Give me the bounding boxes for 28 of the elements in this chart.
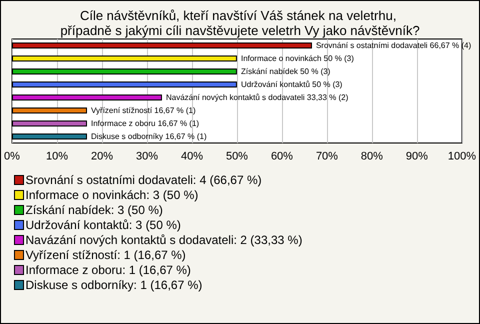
legend-label: Srovnání s ostatními dodavateli: 4 (66,67 %) xyxy=(26,173,262,187)
data-label: Informace z oboru 16,67 % (1) xyxy=(91,119,200,128)
legend-label: Diskuse s odborníky: 1 (16,67 %) xyxy=(26,278,202,292)
legend-label: Navázání nových kontaktů s dodavateli: 2 (33,33 %) xyxy=(26,233,302,247)
x-tick-label: 80% xyxy=(360,150,384,162)
x-tick-label: 60% xyxy=(270,150,294,162)
legend-label: Informace o novinkách: 3 (50 %) xyxy=(26,188,198,202)
x-tick-label: 70% xyxy=(316,150,338,162)
data-label: Informace o novinkách 50 % (3) xyxy=(240,54,354,63)
chart-title: Cíle návštěvníků, kteří navštíví Váš stánek na veletrhu, případně s jakými cíli navštěvujete veletrh Vy jako návštěvník? xyxy=(60,8,420,38)
legend-label: Informace z oboru: 1 (16,67 %) xyxy=(26,263,191,277)
x-tick-label: 90% xyxy=(406,150,428,162)
data-label: Získání nabídek 50 % (3) xyxy=(240,67,331,76)
x-tick-label: 40% xyxy=(180,150,204,162)
data-label: Srovnání s ostatními dodavateli 66,67 % (4) xyxy=(316,41,472,50)
legend-label: Udržování kontaktů: 3 (50 %) xyxy=(26,218,181,232)
legend-label: Získání nabídek: 3 (50 %) xyxy=(26,203,163,217)
x-tick-label: 20% xyxy=(90,150,114,162)
data-label: Vyřízení stížností 16,67 % (1) xyxy=(91,106,196,115)
x-tick-label: 50% xyxy=(226,150,248,162)
legend-label: Vyřízení stížností: 1 (16,67 %) xyxy=(26,248,186,262)
x-tick-label: 100% xyxy=(448,150,476,162)
data-label: Navázání nových kontaktů s dodavateli 33,33 % (2) xyxy=(166,93,349,102)
data-label: Diskuse s odborníky 16,67 % (1) xyxy=(91,132,207,141)
x-tick-label: 10% xyxy=(46,150,68,162)
data-label: Udržování kontaktů 50 % (3) xyxy=(240,80,343,89)
x-tick-label: 0% xyxy=(4,150,20,162)
x-tick-label: 30% xyxy=(136,150,158,162)
